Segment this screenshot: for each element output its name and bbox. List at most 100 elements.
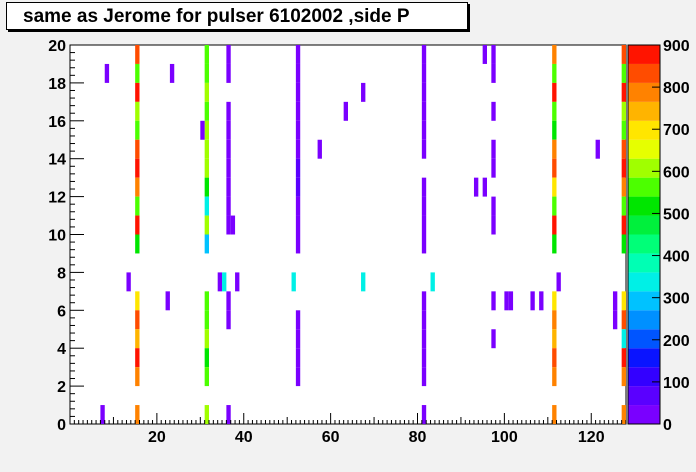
heatmap-cell (421, 101, 427, 121)
heatmap-cell (621, 367, 626, 387)
heatmap-cell (230, 215, 236, 235)
heatmap-cell (421, 291, 427, 311)
heatmap-cell (621, 234, 626, 254)
colorbar-tick-label: 900 (663, 38, 690, 55)
heatmap-cell (295, 139, 301, 159)
heatmap-cell (421, 367, 427, 387)
heatmap-cell (200, 120, 205, 140)
x-tick-label: 120 (578, 429, 605, 446)
heatmap-cell (430, 272, 435, 292)
heatmap-cell (621, 177, 626, 197)
heatmap-cell (552, 329, 557, 349)
heatmap-cell (552, 45, 557, 64)
heatmap-cell (621, 196, 626, 216)
heatmap-cell (204, 177, 209, 197)
colorbar: 0 100 200 300 400 500 600 700 800 900 (627, 38, 690, 434)
heatmap-cell (421, 196, 427, 216)
colorbar-swatch (628, 101, 660, 121)
heatmap-cell (100, 405, 105, 424)
colorbar-swatch (628, 82, 660, 102)
heatmap-cell (135, 120, 140, 140)
heatmap-cell (552, 101, 557, 121)
heatmap-cell (612, 291, 618, 311)
heatmap-cell (126, 272, 131, 292)
heatmap-cell (169, 63, 175, 83)
colorbar-swatch (628, 272, 660, 292)
colorbar-tick-label: 500 (663, 206, 690, 223)
heatmap-cell (421, 139, 427, 159)
heatmap-cell (621, 348, 626, 368)
colorbar-swatch (628, 177, 660, 197)
heatmap-cell (135, 348, 140, 368)
heatmap-cell (295, 348, 301, 368)
colorbar-swatch (628, 234, 660, 254)
heatmap-cell (204, 367, 209, 387)
colorbar-tick-label: 400 (663, 249, 690, 266)
heatmap-cell (621, 158, 626, 178)
heatmap-cell (135, 215, 140, 235)
heatmap-cell (552, 158, 557, 178)
y-tick-label: 14 (48, 152, 66, 169)
colorbar-swatch (628, 329, 660, 349)
heatmap-cell (226, 215, 231, 235)
heatmap-cell (135, 139, 140, 159)
heatmap-cell (204, 63, 209, 83)
y-tick-label: 4 (57, 341, 66, 358)
colorbar-tick-label: 0 (663, 417, 672, 434)
colorbar-swatch (628, 291, 660, 311)
axes: 20 40 60 80 100 120 0 2 4 6 8 10 12 14 16 18 20 (48, 38, 627, 446)
heatmap-cell (135, 367, 140, 387)
heatmap-cell (552, 291, 557, 311)
heatmap-cell (421, 63, 427, 83)
heatmap-cell (621, 120, 626, 140)
heatmap-cell (135, 82, 140, 102)
heatmap-cell (204, 329, 209, 349)
heatmap-cell (135, 405, 140, 424)
heatmap-cell (204, 45, 209, 64)
heatmap-cell (226, 196, 231, 216)
heatmap-cell (421, 120, 427, 140)
heatmap-cell (295, 234, 301, 254)
heatmap-cell (504, 291, 509, 311)
heatmap-cell (621, 329, 626, 349)
heatmap-cell (295, 196, 301, 216)
heatmap-cell (491, 63, 496, 83)
y-tick-label: 8 (57, 265, 66, 282)
heatmap-cell (491, 158, 496, 178)
colorbar-swatch (628, 139, 660, 159)
y-tick-label: 10 (48, 228, 66, 245)
heatmap-cell (204, 215, 209, 235)
heatmap-cell (295, 367, 301, 387)
heatmap-cell (421, 45, 427, 64)
colorbar-swatch (628, 196, 660, 216)
heatmap-cell (135, 329, 140, 349)
heatmap-cell (226, 120, 231, 140)
heatmap-cell (482, 45, 487, 64)
heatmap-cell (204, 234, 209, 254)
heatmap-cell (204, 405, 209, 424)
x-tick-label: 40 (235, 429, 253, 446)
heatmap-cell (491, 329, 496, 349)
heatmap-cell (226, 158, 231, 178)
heatmap-cell (421, 177, 427, 197)
heatmap-cell (204, 120, 209, 140)
heatmap-cell (552, 82, 557, 102)
heatmap-cell (491, 291, 496, 311)
heatmap-cell (421, 329, 427, 349)
heatmap-cell (552, 310, 557, 330)
heatmap-cell (552, 367, 557, 387)
heatmap-cell (556, 272, 561, 292)
heatmap-cell (361, 272, 366, 292)
y-tick-label: 12 (48, 190, 66, 207)
heatmap-cell (295, 120, 301, 140)
heatmap-cell (135, 234, 140, 254)
heatmap-cell (552, 139, 557, 159)
colorbar-tick-label: 300 (663, 291, 690, 308)
heatmap-cell (204, 101, 209, 121)
heatmap-cell (595, 139, 600, 159)
colorbar-tick-label: 600 (663, 164, 690, 181)
colorbar-swatch (628, 45, 660, 64)
heatmap-cell (361, 82, 366, 102)
chart-title: same as Jerome for pulser 6102002 ,side … (23, 6, 410, 27)
